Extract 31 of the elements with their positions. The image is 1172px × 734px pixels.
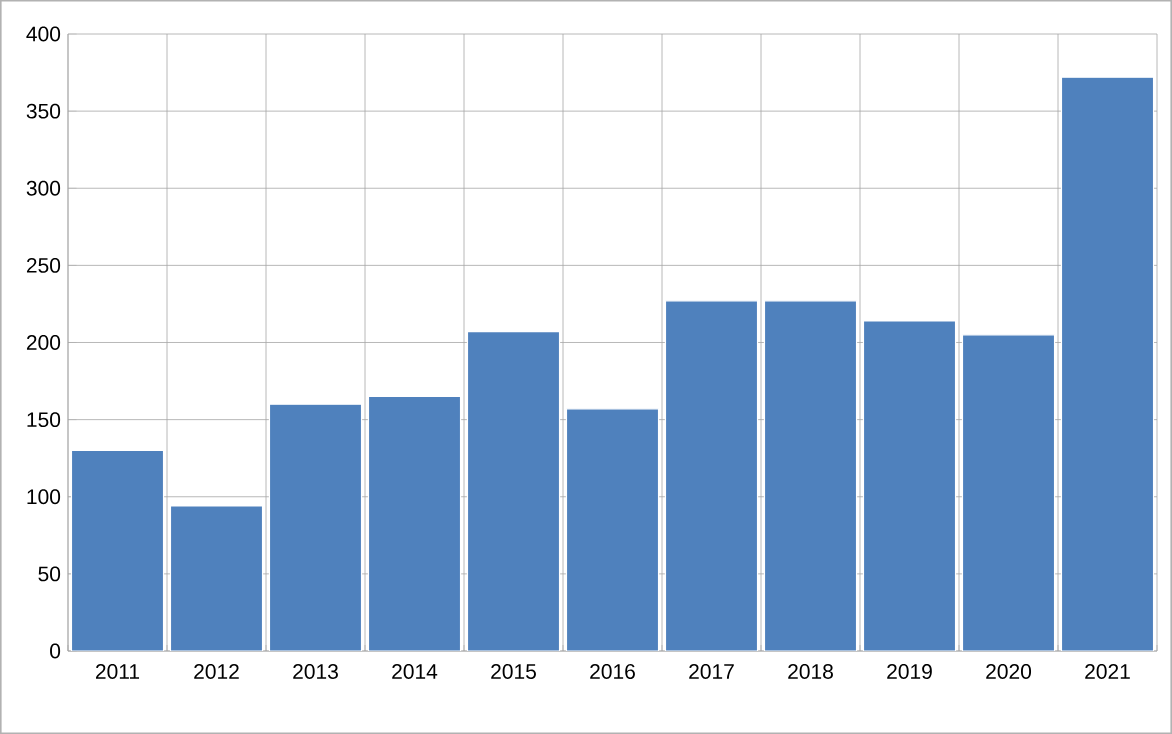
y-tick-label: 350	[26, 103, 61, 119]
x-tick-label: 2011	[95, 664, 140, 679]
bar	[763, 300, 858, 651]
y-tick-label: 400	[26, 26, 61, 42]
bar	[565, 408, 660, 651]
bar	[1060, 76, 1155, 651]
bar	[169, 505, 264, 651]
y-tick-label: 200	[26, 335, 61, 350]
x-tick-label: 2016	[590, 664, 635, 679]
x-tick-label: 2020	[986, 664, 1032, 679]
bar	[367, 395, 462, 651]
x-tick-label: 2014	[392, 664, 438, 679]
bar	[70, 449, 165, 651]
y-tick-label: 150	[27, 412, 61, 428]
bar	[268, 403, 363, 651]
x-tick-label: 2013	[293, 664, 338, 679]
x-tick-label: 2018	[788, 664, 833, 679]
x-tick-label: 2021	[1085, 664, 1130, 679]
y-tick-label: 100	[27, 489, 61, 505]
y-tick-label: 0	[50, 643, 61, 659]
x-tick-label: 2017	[689, 664, 734, 679]
y-tick-label: 300	[26, 180, 61, 196]
y-tick-label: 250	[26, 257, 61, 273]
bar	[961, 334, 1056, 651]
bar	[862, 320, 957, 651]
bar	[664, 300, 759, 651]
x-tick-label: 2015	[491, 664, 536, 679]
x-tick-label: 2019	[887, 664, 932, 679]
y-tick-label: 50	[38, 566, 61, 582]
bar	[466, 331, 561, 651]
x-tick-label: 2012	[194, 664, 239, 679]
